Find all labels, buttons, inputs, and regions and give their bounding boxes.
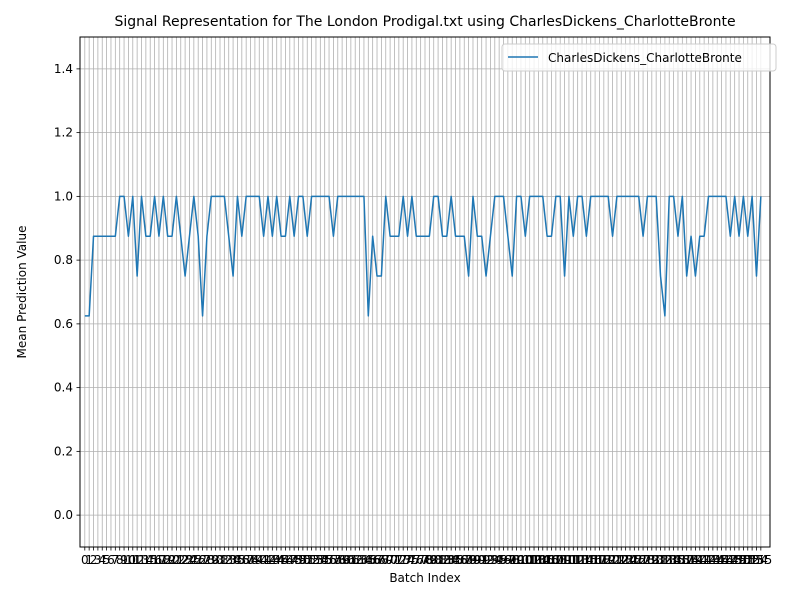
y-tick-label: 1.2 bbox=[54, 126, 73, 140]
chart-title: Signal Representation for The London Pro… bbox=[114, 14, 735, 30]
y-tick-label: 1.0 bbox=[54, 189, 73, 203]
y-tick-label: 0.6 bbox=[54, 317, 73, 331]
y-tick-label: 0.0 bbox=[54, 508, 73, 522]
x-tick-label: 155 bbox=[749, 553, 772, 567]
y-tick-label: 0.8 bbox=[54, 253, 73, 267]
y-tick-label: 0.4 bbox=[54, 381, 73, 395]
x-axis-label: Batch Index bbox=[389, 571, 460, 585]
legend-label: CharlesDickens_CharlotteBronte bbox=[548, 51, 742, 65]
legend: CharlesDickens_CharlotteBronte bbox=[502, 44, 776, 71]
y-tick-label: 1.4 bbox=[54, 62, 73, 76]
y-tick-label: 0.2 bbox=[54, 444, 73, 458]
y-axis-label: Mean Prediction Value bbox=[15, 226, 29, 359]
